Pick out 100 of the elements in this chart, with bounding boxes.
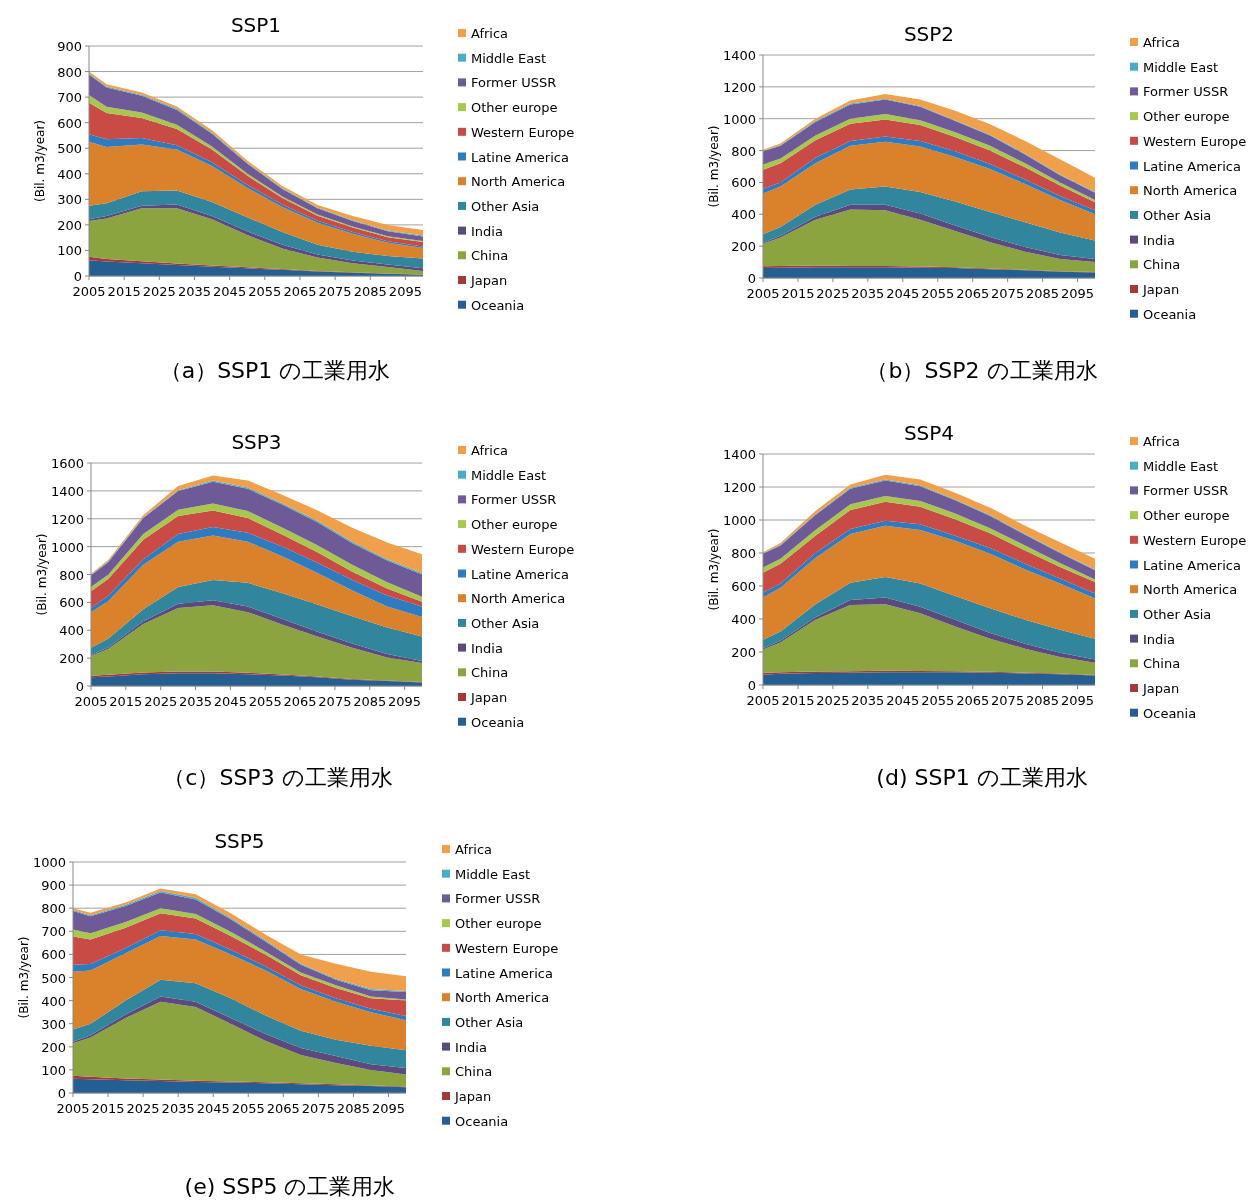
legend-label: Latine America — [1143, 158, 1241, 174]
chart-title: SSP5 — [214, 829, 265, 853]
legend-label: Former USSR — [1143, 84, 1229, 100]
chart-title: SSP2 — [903, 22, 955, 46]
chart-title: SSP1 — [230, 13, 282, 37]
x-tick-label: 2075 — [991, 286, 1025, 301]
legend-label: Former USSR — [1143, 483, 1229, 499]
y-tick-label: 800 — [59, 567, 84, 583]
y-tick-label: 700 — [41, 924, 66, 940]
x-tick-label: 2065 — [956, 693, 990, 708]
legend-label: Japan — [470, 273, 508, 288]
legend-label: India — [471, 640, 503, 656]
legend-label: Oceania — [455, 1113, 509, 1129]
x-tick-label: 2025 — [816, 693, 850, 708]
x-tick-label: 2015 — [781, 693, 815, 708]
y-tick-label: 1200 — [50, 511, 84, 527]
text: （c）SSP3 の工業用水 — [163, 765, 393, 790]
x-tick-label: 2075 — [318, 284, 352, 299]
legend-label: Middle East — [1143, 59, 1219, 75]
y-tick-label: 300 — [41, 1016, 66, 1032]
x-tick-label: 2085 — [353, 694, 387, 709]
x-tick-label: 2045 — [196, 1101, 230, 1116]
legend-label: North America — [1143, 582, 1238, 598]
chart-title: SSP4 — [903, 421, 955, 445]
x-tick-label: 2055 — [921, 693, 955, 708]
y-tick-label: 0 — [747, 678, 756, 693]
legend-label: Other europe — [455, 916, 542, 932]
legend-label: Middle East — [1143, 458, 1219, 474]
y-tick-label: 600 — [57, 115, 82, 131]
y-tick-label: 0 — [73, 269, 82, 284]
y-tick-label: 900 — [41, 878, 66, 894]
legend-label: Middle East — [471, 467, 547, 483]
y-tick-label: 1000 — [722, 111, 756, 127]
x-tick-label: 2065 — [283, 284, 317, 299]
legend-label: Other Asia — [1143, 207, 1212, 223]
y-tick-label: 0 — [747, 271, 756, 286]
y-tick-label: 100 — [57, 243, 82, 259]
legend-label: Former USSR — [471, 75, 557, 91]
x-tick-label: 2075 — [991, 693, 1025, 708]
x-tick-label: 2055 — [248, 284, 282, 299]
x-tick-label: 2025 — [142, 284, 176, 299]
legend-label: Latine America — [455, 965, 553, 981]
legend-label: China — [455, 1064, 493, 1080]
legend-label: Western Europe — [1143, 532, 1247, 548]
y-axis-title: (Bil. m3/year) — [707, 125, 721, 208]
x-tick-label: 2025 — [144, 694, 178, 709]
legend-label: Oceania — [1143, 306, 1197, 322]
x-tick-label: 2015 — [781, 286, 815, 301]
x-tick-label: 2095 — [371, 1101, 406, 1116]
x-tick-label: 2035 — [177, 284, 212, 299]
legend-label: Africa — [471, 26, 509, 41]
y-tick-label: 300 — [57, 192, 82, 208]
y-tick-label: 1000 — [32, 855, 66, 870]
y-tick-label: 500 — [57, 141, 82, 157]
legend-label: China — [471, 665, 509, 681]
y-tick-label: 1000 — [722, 513, 756, 528]
x-tick-label: 2065 — [283, 694, 317, 709]
legend-label: Other Asia — [455, 1014, 524, 1030]
y-axis-title: (Bil. m3/year) — [35, 533, 49, 616]
legend-label: Other europe — [1143, 508, 1230, 524]
chart-title: SSP3 — [231, 430, 282, 454]
legend-label: Other europe — [1143, 109, 1230, 125]
y-tick-label: 900 — [57, 39, 82, 54]
x-tick-label: 2075 — [301, 1101, 335, 1116]
x-tick-label: 2055 — [248, 694, 282, 709]
y-tick-label: 200 — [41, 1039, 66, 1055]
y-tick-label: 200 — [731, 645, 756, 660]
x-tick-label: 2095 — [1060, 286, 1095, 301]
x-tick-label: 2005 — [746, 286, 780, 301]
legend-label: Western Europe — [471, 124, 575, 140]
legend-label: Africa — [455, 842, 493, 857]
text: (e) SSP5 の工業用水 — [184, 1174, 396, 1199]
y-tick-label: 600 — [59, 595, 84, 611]
y-tick-label: 400 — [731, 207, 756, 223]
x-tick-label: 2005 — [74, 694, 108, 709]
legend-label: Oceania — [1143, 705, 1197, 721]
y-tick-label: 1200 — [722, 480, 756, 495]
legend-label: Former USSR — [455, 891, 541, 907]
legend-label: Africa — [1143, 35, 1181, 50]
legend-label: Other europe — [471, 517, 558, 533]
y-tick-label: 1400 — [722, 447, 756, 462]
legend-label: Western Europe — [1143, 133, 1247, 149]
y-tick-label: 0 — [75, 679, 84, 694]
x-tick-label: 2045 — [213, 284, 247, 299]
legend-label: Other Asia — [471, 198, 540, 214]
y-tick-label: 500 — [41, 970, 66, 986]
x-tick-label: 2035 — [851, 286, 885, 301]
legend-label: Other Asia — [1143, 606, 1212, 622]
x-tick-label: 2045 — [213, 694, 247, 709]
text: （a）SSP1 の工業用水 — [159, 358, 391, 383]
legend-label: Latine America — [471, 149, 569, 165]
y-tick-label: 400 — [57, 166, 82, 182]
legend-label: Middle East — [455, 866, 531, 882]
x-tick-label: 2045 — [886, 693, 920, 708]
legend-label: Japan — [454, 1089, 492, 1104]
y-axis-title: (Bil. m3/year) — [33, 119, 47, 203]
text: （b）SSP2 の工業用水 — [866, 358, 1098, 383]
x-tick-label: 2085 — [353, 284, 387, 299]
x-tick-label: 2015 — [109, 694, 143, 709]
legend-label: Japan — [1142, 681, 1180, 696]
